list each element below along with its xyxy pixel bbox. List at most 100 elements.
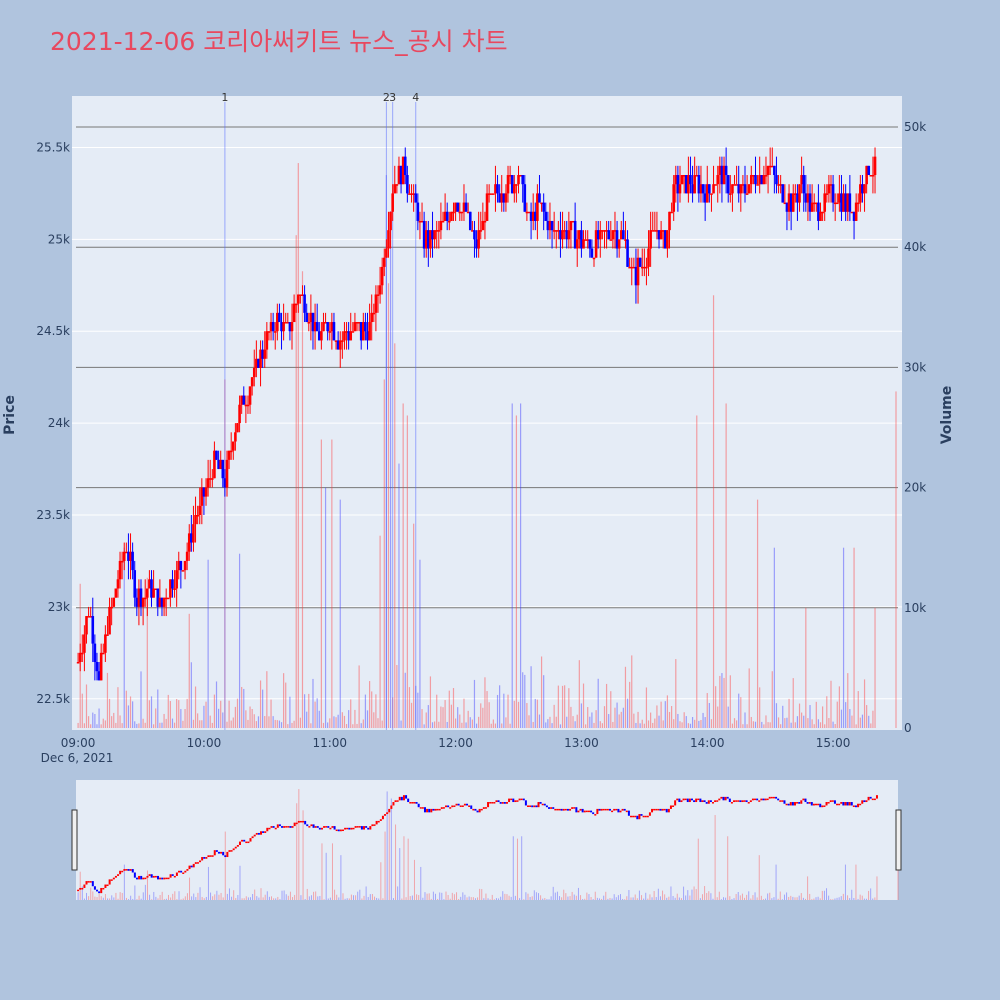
range-volume-bar (344, 898, 346, 900)
candle-body (445, 211, 449, 221)
candle-body (248, 386, 252, 405)
range-candle (413, 802, 416, 804)
candle-body (89, 616, 92, 618)
volume-bar (211, 722, 213, 728)
volume-bar (731, 723, 734, 728)
candle-body (278, 312, 281, 323)
range-candle (510, 798, 513, 801)
volume-bar (616, 702, 618, 728)
range-candle (457, 803, 460, 806)
range-volume-bar (203, 898, 205, 900)
volume-bar (673, 719, 675, 728)
candle-body (441, 220, 445, 223)
range-candle (417, 803, 420, 808)
volume-bar (691, 717, 694, 728)
volume-bar (633, 713, 635, 728)
range-candle (787, 803, 790, 806)
volume-bar (117, 687, 119, 728)
range-candle (318, 827, 321, 830)
candle-body (418, 220, 422, 223)
candle-body (559, 230, 562, 240)
range-candle (796, 802, 799, 804)
candle-body (213, 450, 216, 479)
volume-bar (842, 547, 845, 728)
range-candle (836, 803, 839, 806)
range-slider-handle-left[interactable] (71, 809, 78, 871)
range-slider-handle-right[interactable] (895, 809, 902, 871)
volume-bar (115, 722, 117, 728)
volume-bar (679, 721, 681, 728)
range-volume-bar (144, 884, 146, 900)
range-volume-bar (367, 897, 369, 900)
range-volume-bar (264, 894, 266, 900)
range-volume-bar (138, 895, 140, 900)
volume-bar (517, 701, 520, 728)
price-tick-label: 23.5k (36, 508, 70, 522)
range-volume-bar (207, 866, 209, 900)
range-volume-bar (477, 897, 479, 900)
candle-body (368, 322, 371, 341)
range-volume-bar (346, 898, 348, 900)
volume-bar (108, 698, 111, 728)
candle-body (540, 202, 543, 205)
range-volume-bar (657, 888, 659, 900)
range-candle (270, 826, 273, 828)
candle-body (724, 165, 728, 176)
range-candle (772, 796, 775, 799)
candle-body (238, 404, 241, 424)
candle-body (244, 404, 248, 407)
candle-body (798, 184, 801, 203)
range-volume-bar (765, 898, 767, 900)
range-candle (644, 815, 647, 818)
volume-bar (832, 721, 834, 728)
range-volume-bar (710, 893, 712, 900)
candle-body (733, 184, 736, 186)
range-candle (390, 805, 393, 809)
candle-body (812, 202, 816, 205)
range-volume-bar (422, 897, 424, 900)
range-volume-bar (790, 895, 792, 900)
range-candle (808, 802, 811, 804)
candle-body (846, 193, 850, 212)
candle-body (393, 184, 397, 194)
candle-body (343, 331, 346, 341)
candle-body (754, 175, 757, 185)
range-volume-bar (807, 876, 809, 900)
volume-bar (369, 681, 371, 728)
volume-bar (874, 607, 876, 728)
candle-body (603, 230, 606, 232)
volume-bar (819, 722, 822, 728)
volume-bar (102, 718, 104, 728)
range-volume-bar (874, 897, 876, 900)
candle-body (508, 175, 512, 177)
volume-bar (381, 720, 383, 728)
candle-body (554, 230, 558, 232)
volume-bar (759, 687, 761, 728)
range-candle (352, 827, 355, 830)
volume-bar (253, 714, 255, 728)
candle-body (477, 230, 480, 249)
volume-bar (234, 706, 236, 728)
volume-bar (857, 691, 859, 728)
range-volume-bar (647, 898, 649, 900)
volume-tick-label: 20k (904, 481, 926, 495)
range-candle (167, 877, 170, 880)
candle-body (177, 560, 181, 571)
range-volume-bar (699, 898, 701, 900)
range-candle (550, 807, 553, 809)
range-candle (529, 805, 532, 807)
volume-bar (601, 723, 603, 728)
volume-bar (148, 700, 151, 728)
range-volume-bar (407, 838, 409, 900)
candle-body (322, 322, 325, 332)
range-candle (520, 798, 523, 801)
range-volume-bar (275, 898, 277, 900)
range-candle (373, 824, 376, 826)
range-volume-bar (544, 898, 546, 900)
range-candle (114, 875, 117, 878)
candle-body (76, 662, 80, 664)
range-volume-bar (182, 898, 184, 900)
candle-body (664, 230, 667, 249)
volume-bar (161, 722, 163, 728)
